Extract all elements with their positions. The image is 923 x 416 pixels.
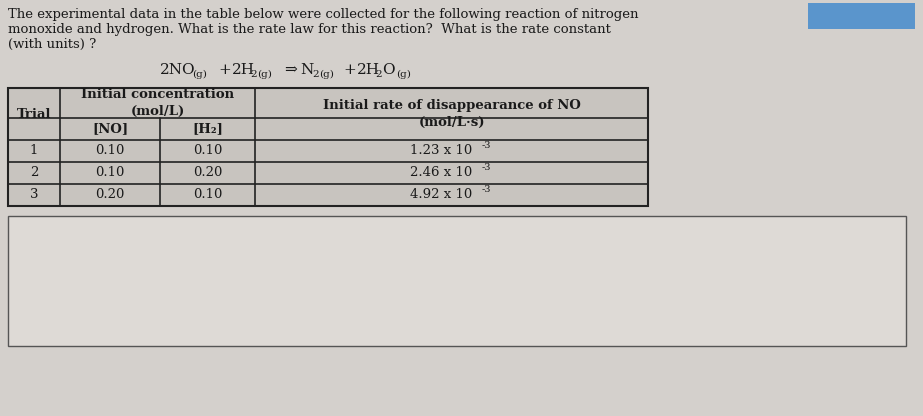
Text: 2NO: 2NO	[160, 63, 196, 77]
Text: 1: 1	[30, 144, 38, 158]
Text: 1.23 x 10: 1.23 x 10	[411, 144, 473, 158]
Text: 2: 2	[250, 70, 257, 79]
Text: 3: 3	[30, 188, 38, 201]
Text: (g): (g)	[257, 70, 272, 79]
FancyBboxPatch shape	[808, 3, 915, 29]
Text: 0.10: 0.10	[193, 144, 222, 158]
Text: 0.20: 0.20	[193, 166, 222, 179]
Text: 0.10: 0.10	[95, 144, 125, 158]
Text: Trial: Trial	[17, 107, 52, 121]
Text: 2.46 x 10: 2.46 x 10	[411, 166, 473, 179]
Text: 2H: 2H	[357, 63, 380, 77]
Text: -3: -3	[482, 163, 491, 173]
Text: (g): (g)	[192, 70, 207, 79]
Text: monoxide and hydrogen. What is the rate law for this reaction?  What is the rate: monoxide and hydrogen. What is the rate …	[8, 23, 611, 36]
Text: -3: -3	[482, 141, 491, 151]
Text: 4.92 x 10: 4.92 x 10	[411, 188, 473, 201]
Text: 0.10: 0.10	[95, 166, 125, 179]
Text: [NO]: [NO]	[92, 122, 128, 136]
Text: The experimental data in the table below were collected for the following reacti: The experimental data in the table below…	[8, 8, 639, 21]
Text: Initial rate of disappearance of NO
(mol/L·s): Initial rate of disappearance of NO (mol…	[322, 99, 581, 129]
Text: 2: 2	[312, 70, 318, 79]
Text: 2: 2	[30, 166, 38, 179]
Text: +: +	[343, 63, 355, 77]
Text: Initial concentration
(mol/L): Initial concentration (mol/L)	[81, 89, 234, 117]
Text: ⇒: ⇒	[284, 63, 297, 77]
Text: 2H: 2H	[232, 63, 255, 77]
Text: 0.10: 0.10	[193, 188, 222, 201]
Text: (g): (g)	[319, 70, 334, 79]
Text: (with units) ?: (with units) ?	[8, 38, 96, 51]
Text: (g): (g)	[396, 70, 411, 79]
Text: +: +	[218, 63, 231, 77]
Text: N: N	[300, 63, 313, 77]
Text: -3: -3	[482, 186, 491, 195]
FancyBboxPatch shape	[8, 216, 906, 346]
Text: [H₂]: [H₂]	[192, 122, 223, 136]
FancyBboxPatch shape	[8, 88, 648, 206]
Text: 0.20: 0.20	[95, 188, 125, 201]
Text: 2: 2	[375, 70, 381, 79]
Text: O: O	[382, 63, 395, 77]
